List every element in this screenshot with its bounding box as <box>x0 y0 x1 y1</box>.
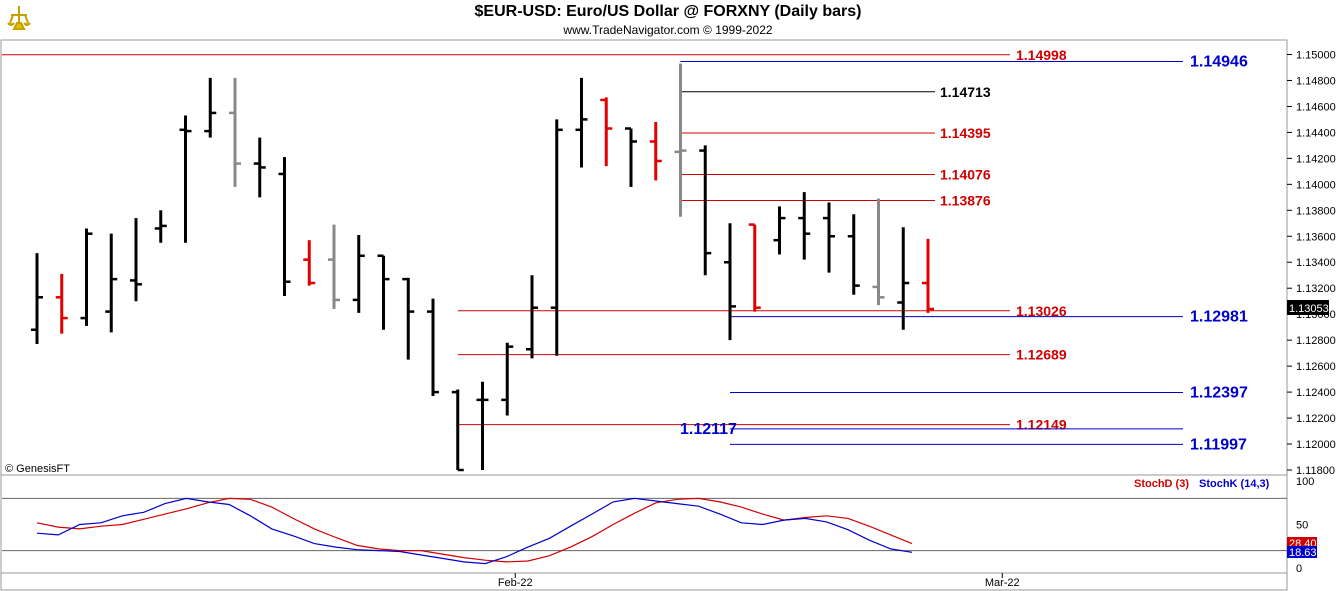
price-bar <box>724 223 736 341</box>
price-bar <box>204 77 217 138</box>
price-bar <box>699 145 712 276</box>
price-bar <box>550 119 563 356</box>
trade-navigator-logo-icon <box>7 6 31 30</box>
y-axis-tick-label: 1.14000 <box>1296 179 1336 191</box>
price-bar <box>575 77 588 168</box>
level-label: 1.12149 <box>1016 417 1067 433</box>
level-label: 1.12981 <box>1190 309 1248 326</box>
price-bar <box>748 223 761 312</box>
y-axis-tick-label: 1.12800 <box>1296 335 1336 347</box>
price-bar <box>823 202 835 273</box>
price-bar <box>377 254 390 330</box>
y-axis-tick-label: 1.13200 <box>1296 283 1336 295</box>
price-bar <box>427 298 439 396</box>
oscillator-tick-label: 0 <box>1296 563 1302 575</box>
chart-title: $EUR-USD: Euro/US Dollar @ FORXNY (Daily… <box>474 3 862 20</box>
y-axis-tick-label: 1.14400 <box>1296 127 1336 139</box>
level-label: 1.13876 <box>940 192 991 208</box>
price-bar <box>278 157 291 297</box>
y-axis-tick-label: 1.13400 <box>1296 257 1336 269</box>
x-axis-tick-label: Mar-22 <box>985 577 1020 589</box>
y-axis-tick-label: 1.12400 <box>1296 387 1336 399</box>
price-bar <box>328 224 340 309</box>
price-bar <box>501 342 514 416</box>
price-bar <box>80 228 93 326</box>
price-bar <box>105 233 118 333</box>
price-bar <box>625 127 637 187</box>
price-bar <box>179 115 192 243</box>
main-panel-frame <box>0 39 1288 476</box>
stochk-last-label: 18.63 <box>1289 547 1317 559</box>
y-axis-tick-label: 1.13600 <box>1296 231 1336 243</box>
level-label: 1.13026 <box>1016 303 1067 319</box>
level-label: 1.14946 <box>1190 54 1248 71</box>
y-axis-tick-label: 1.15000 <box>1296 49 1336 61</box>
level-label: 1.14713 <box>940 84 991 100</box>
price-bar <box>451 389 464 472</box>
chart-header: $EUR-USD: Euro/US Dollar @ FORXNY (Daily… <box>0 0 1336 40</box>
y-axis-tick-label: 1.12000 <box>1296 439 1336 451</box>
price-bar <box>674 63 687 217</box>
price-bar <box>897 227 910 330</box>
stochk-legend: StochK (14,3) <box>1199 478 1270 490</box>
level-label: 1.12397 <box>1190 384 1248 401</box>
oscillator-tick-label: 100 <box>1296 476 1314 488</box>
last-price-tag: 1.13053 <box>1287 300 1329 315</box>
price-bar <box>303 240 316 286</box>
price-bar <box>55 273 68 334</box>
y-axis-tick-label: 1.14800 <box>1296 75 1336 87</box>
y-axis-tick-label: 1.12200 <box>1296 413 1336 425</box>
stochk-last-tag <box>1287 546 1317 558</box>
oscillator-tick-label: 50 <box>1296 520 1308 532</box>
price-bar <box>402 277 415 360</box>
y-axis-tick-label: 1.12600 <box>1296 361 1336 373</box>
chart-subtitle: www.TradeNavigator.com © 1999-2022 <box>563 23 773 37</box>
price-bar <box>253 137 266 198</box>
stochd-line <box>36 497 913 563</box>
level-label: 1.14076 <box>940 166 991 182</box>
price-bar <box>847 214 860 295</box>
y-axis-tick-label: 1.14600 <box>1296 101 1336 113</box>
level-label: 1.12689 <box>1016 347 1067 363</box>
last-price-label: 1.13053 <box>1289 303 1329 315</box>
level-label: 1.12117 <box>680 421 737 438</box>
price-bar <box>798 192 811 260</box>
level-label: 1.14395 <box>940 125 991 141</box>
price-bar <box>352 234 365 313</box>
y-axis-tick-label: 1.13800 <box>1296 205 1336 217</box>
price-bar <box>130 218 142 302</box>
x-axis-tick-label: Feb-22 <box>498 577 533 589</box>
level-label: 1.11997 <box>1190 436 1247 453</box>
stochd-legend: StochD (3) <box>1134 478 1189 490</box>
level-label: 1.14998 <box>1016 47 1067 63</box>
price-bar <box>773 206 786 255</box>
y-axis-tick-label: 1.11800 <box>1296 465 1335 477</box>
oscillator-panel-frame <box>0 474 1288 574</box>
price-bar <box>922 238 934 313</box>
price-bar <box>649 122 662 181</box>
price-bar <box>600 97 613 167</box>
date-axis-frame <box>0 572 1288 591</box>
stochk-line <box>36 497 913 565</box>
price-bar <box>872 198 885 306</box>
watermark-text: © GenesisFT <box>5 463 70 475</box>
y-axis-tick-label: 1.14200 <box>1296 153 1336 165</box>
price-bar <box>31 253 43 345</box>
price-bar <box>154 210 167 243</box>
price-bar <box>476 381 489 470</box>
price-bar <box>526 275 538 359</box>
price-bar <box>229 77 241 187</box>
